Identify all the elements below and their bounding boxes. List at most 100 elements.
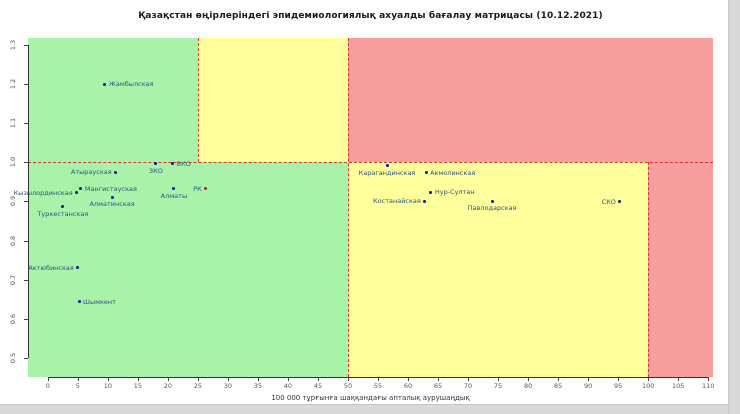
point-label: Карагандинская: [358, 168, 416, 177]
data-point: [424, 171, 428, 175]
x-tick: [107, 377, 109, 381]
x-tick-label: 40: [283, 382, 293, 390]
data-point: [618, 200, 622, 204]
x-tick: [347, 377, 349, 381]
point-label: Нур-Султан: [434, 188, 475, 197]
point-label: Актюбинская: [28, 263, 74, 272]
x-tick-label: 105: [671, 382, 685, 390]
chart-title: Қазақстан өңірлеріндегі эпидемиологиялық…: [138, 11, 603, 21]
x-tick-label: 50: [343, 382, 353, 390]
data-point: [429, 190, 433, 194]
window-edge-right: [728, 0, 740, 414]
y-tick: [24, 84, 28, 86]
x-tick: [468, 377, 470, 381]
x-tick-label: 20: [163, 382, 173, 390]
x-tick: [317, 377, 319, 381]
plot-area: Жамбылская Атырауская ЗКО ВКО Алматы РК Мангис…: [14, 38, 713, 377]
x-tick-label: 55: [373, 382, 383, 390]
y-tick: [24, 45, 28, 47]
x-tick-label: 80: [523, 382, 533, 390]
x-tick-label: 5: [75, 382, 80, 390]
data-point: [204, 187, 208, 191]
zone-red-top-right: [347, 38, 713, 163]
data-point: [110, 195, 114, 199]
x-tick-label: 25: [193, 382, 203, 390]
x-tick: [528, 377, 530, 381]
y-tick: [24, 357, 28, 359]
data-point: [490, 199, 494, 203]
point-label: Шымкент: [83, 297, 116, 306]
y-tick-label: 0.6: [9, 313, 17, 324]
point-label: Алматинская: [89, 200, 135, 209]
x-tick: [498, 377, 500, 381]
point-label: Мангистауская: [84, 184, 137, 193]
x-tick: [197, 377, 199, 381]
x-tick: [137, 377, 139, 381]
y-tick: [24, 279, 28, 281]
y-tick-label: 1.2: [9, 78, 17, 90]
x-tick: [588, 377, 590, 381]
zone-red-bottom-right: [648, 162, 713, 377]
y-tick: [24, 240, 28, 242]
point-label: ВКО: [176, 159, 191, 168]
x-tick: [378, 377, 379, 381]
point-label: Алматы: [160, 191, 188, 200]
data-point: [172, 187, 176, 191]
threshold-line-v: [347, 38, 349, 377]
x-tick-label: 45: [313, 382, 323, 390]
y-tick-label: 0.9: [9, 196, 17, 207]
x-tick: [227, 377, 229, 381]
y-tick-label: 0.5: [9, 352, 17, 363]
point-label: ЗКО: [148, 166, 163, 175]
data-point: [114, 170, 118, 174]
y-tick: [24, 201, 28, 203]
y-tick: [24, 123, 28, 125]
y-axis-line: [28, 45, 29, 358]
window-edge-bottom: [0, 404, 740, 414]
x-tick: [648, 377, 650, 381]
zone-yellow-bottom: [347, 162, 649, 377]
x-tick: [77, 377, 79, 381]
point-label: РК: [193, 184, 202, 193]
zone-yellow-top: [197, 38, 348, 163]
y-tick-label: 1.0: [9, 157, 17, 168]
x-tick-label: 35: [253, 382, 263, 390]
x-tick-label: 110: [701, 382, 715, 390]
x-tick: [287, 377, 289, 381]
x-tick: [558, 377, 560, 381]
data-point: [76, 266, 80, 270]
y-tick: [24, 162, 28, 164]
x-tick-label: 75: [493, 382, 503, 390]
threshold-line-v: [197, 38, 199, 163]
x-tick-label: 90: [583, 382, 593, 390]
x-tick: [47, 377, 49, 381]
x-tick-label: 95: [614, 382, 623, 390]
x-tick-label: 10: [103, 382, 112, 390]
x-tick: [257, 377, 259, 381]
point-label: СКО: [601, 197, 616, 206]
x-tick-label: 100: [641, 382, 655, 390]
y-tick-label: 1.3: [9, 39, 17, 51]
y-tick: [24, 318, 28, 320]
x-axis-line: [47, 377, 709, 378]
data-point: [103, 82, 107, 86]
point-label: Павлодарская: [467, 204, 517, 213]
x-tick: [438, 377, 440, 381]
x-tick-label: 70: [463, 382, 473, 390]
data-point: [171, 162, 175, 166]
data-point: [61, 205, 65, 209]
x-tick: [408, 377, 410, 381]
data-point: [154, 162, 158, 166]
x-tick: [618, 377, 620, 381]
x-tick: [167, 377, 169, 381]
point-label: Жамбылская: [108, 80, 154, 89]
x-tick-label: 15: [133, 382, 142, 390]
data-point: [385, 164, 389, 168]
point-label: Туркестанская: [37, 209, 89, 218]
data-point: [79, 187, 83, 191]
y-tick-label: 0.7: [9, 274, 17, 285]
data-point: [77, 300, 81, 304]
x-tick-label: 65: [433, 382, 443, 390]
data-point: [423, 199, 427, 203]
